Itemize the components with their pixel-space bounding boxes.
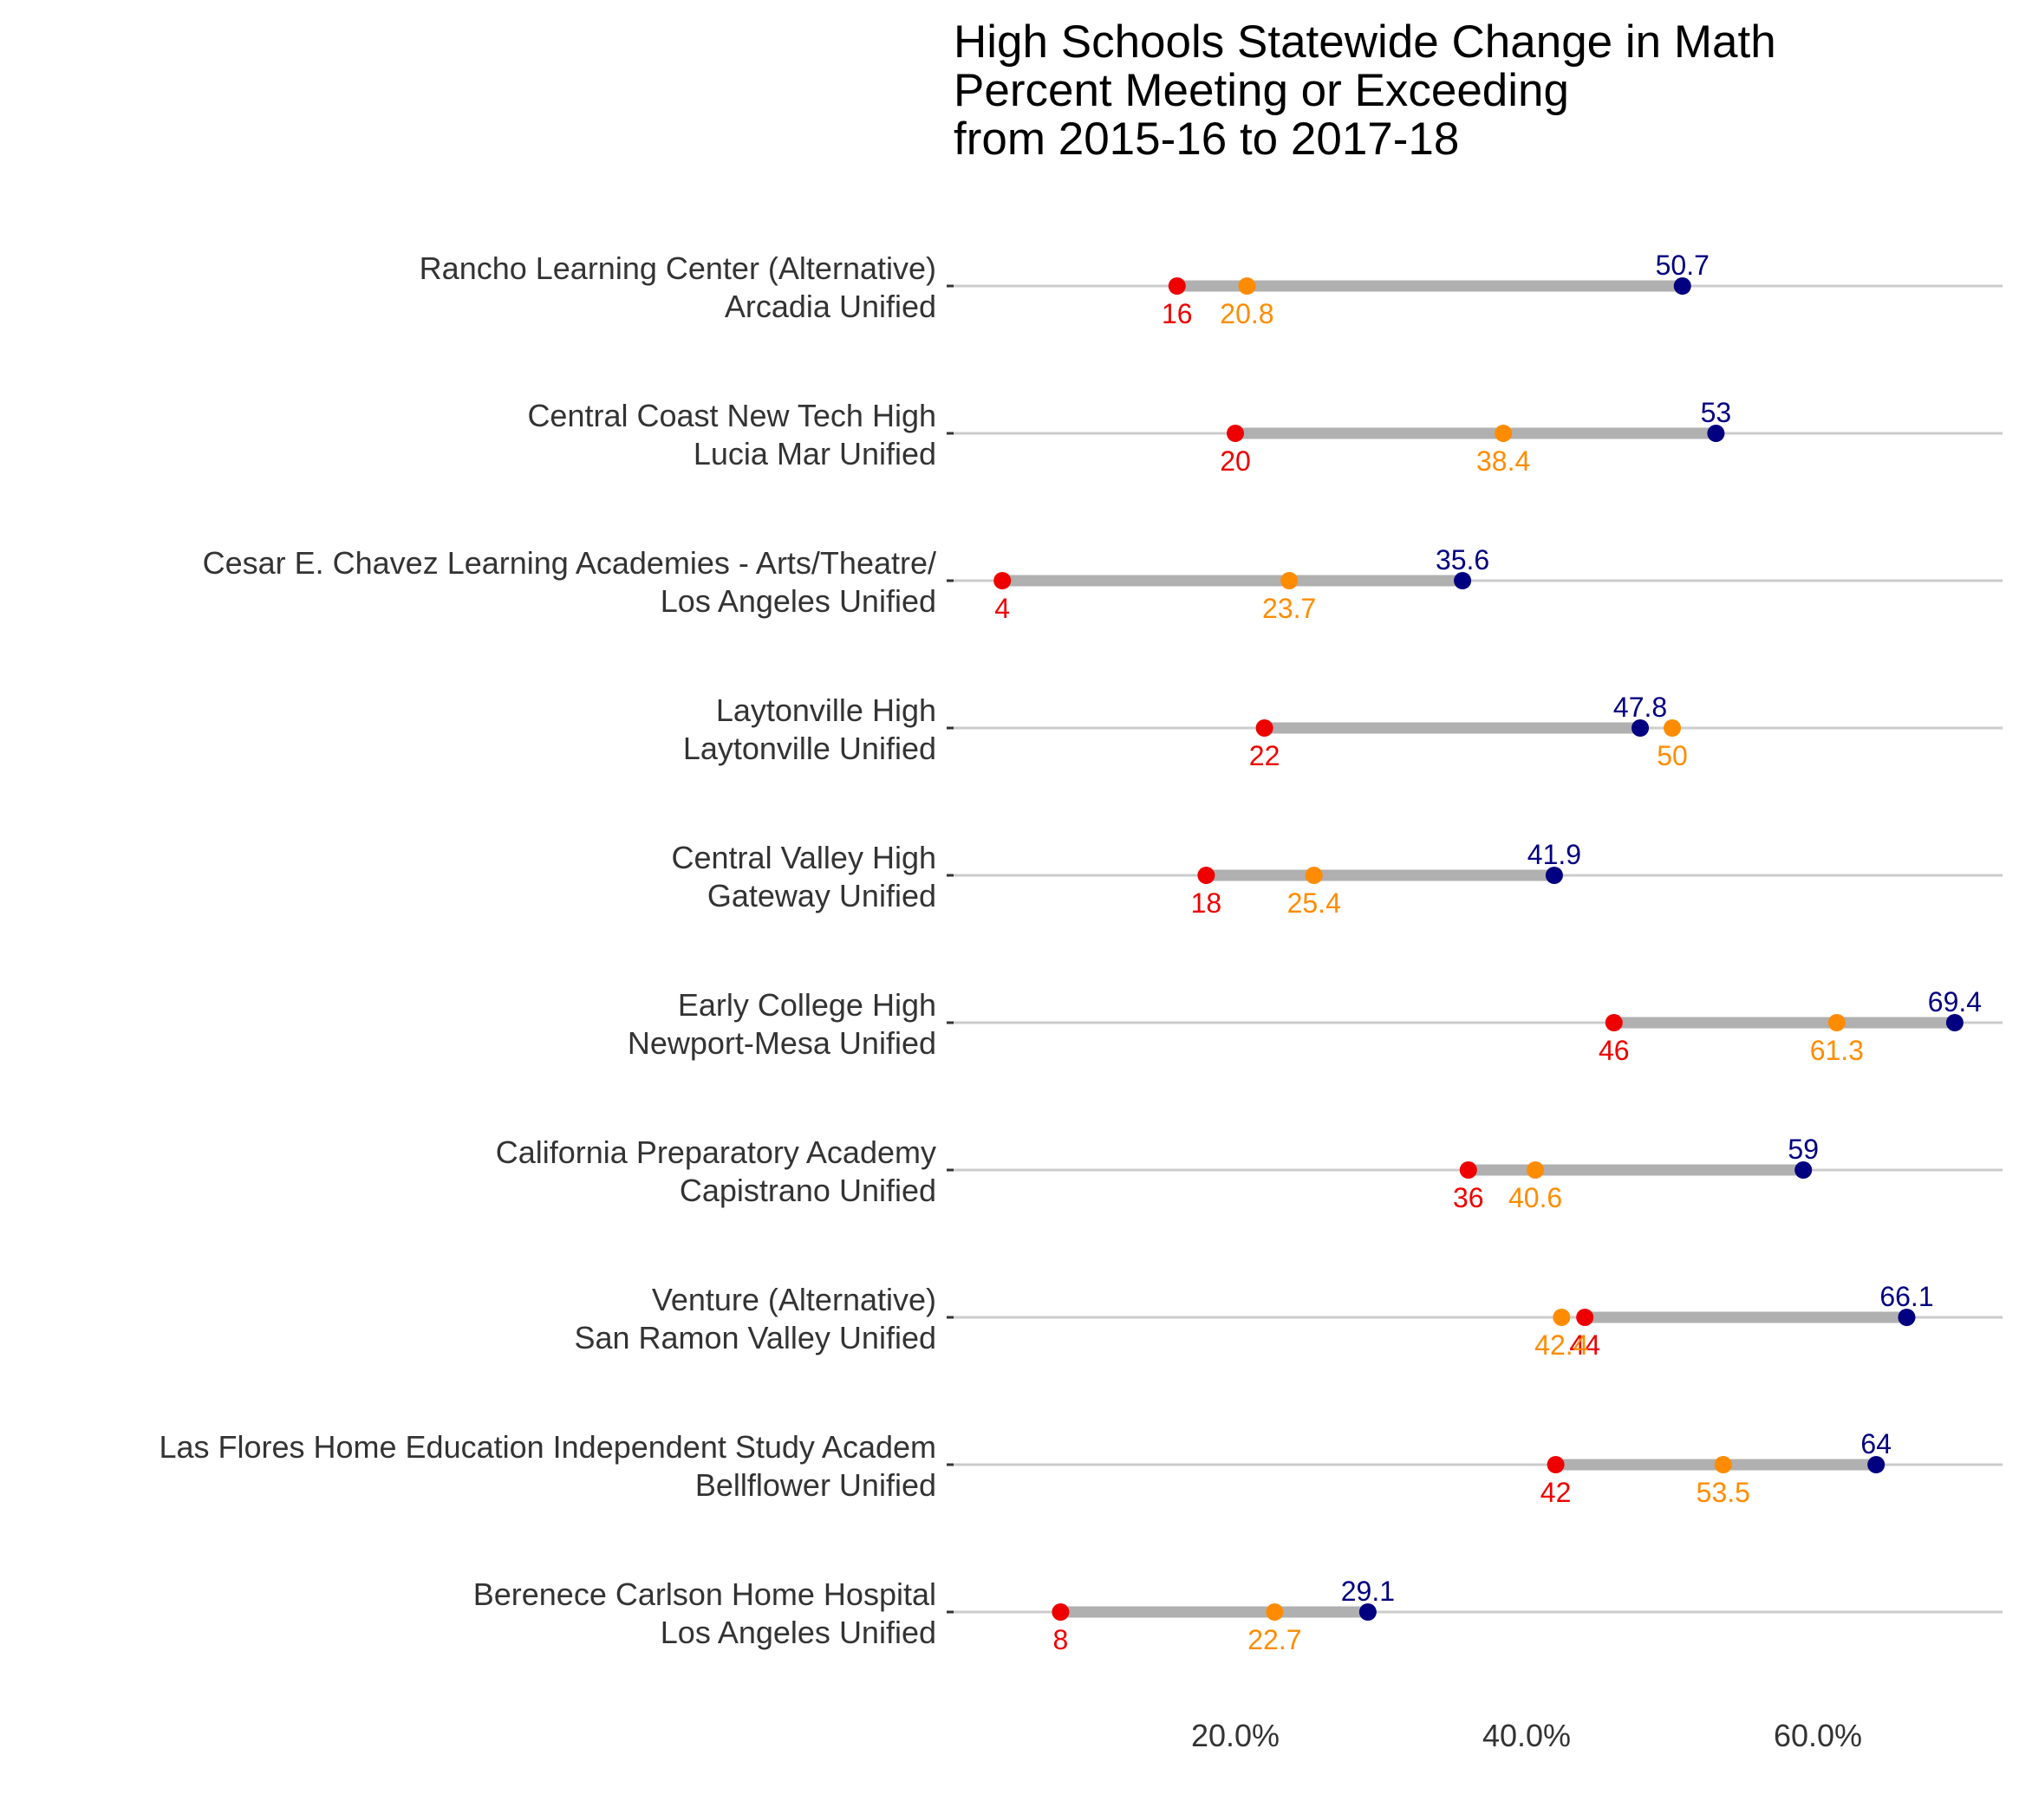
start-point: [1255, 719, 1273, 737]
x-tick-label: 20.0%: [1191, 1718, 1280, 1753]
school-name-label: Venture (Alternative): [652, 1282, 936, 1317]
middle-point: [1527, 1161, 1545, 1179]
start-value-label: 36: [1453, 1182, 1484, 1213]
start-point: [1547, 1456, 1565, 1473]
end-value-label: 66.1: [1879, 1281, 1933, 1312]
end-value-label: 35.6: [1436, 544, 1489, 575]
school-name-label: Berenece Carlson Home Hospital: [473, 1576, 936, 1612]
middle-point: [1305, 867, 1323, 884]
district-name-label: Capistrano Unified: [680, 1173, 936, 1208]
district-name-label: Newport-Mesa Unified: [628, 1025, 936, 1061]
middle-point: [1714, 1456, 1732, 1473]
district-name-label: Los Angeles Unified: [661, 1615, 936, 1650]
end-point: [1945, 1014, 1964, 1031]
start-value-label: 8: [1053, 1624, 1069, 1655]
school-name-label: Laytonville High: [716, 692, 936, 728]
middle-value-label: 42.4: [1534, 1329, 1588, 1361]
middle-value-label: 38.4: [1476, 445, 1530, 477]
x-tick-label: 60.0%: [1774, 1718, 1862, 1753]
middle-point: [1664, 719, 1681, 737]
middle-point: [1827, 1014, 1846, 1031]
end-value-label: 64: [1860, 1428, 1892, 1459]
school-name-label: Cesar E. Chavez Learning Academies - Art…: [203, 545, 936, 581]
end-value-label: 59: [1788, 1134, 1819, 1165]
school-name-label: Central Valley High: [672, 840, 936, 875]
end-point: [1707, 425, 1725, 442]
start-point: [1197, 867, 1215, 884]
end-value-label: 29.1: [1341, 1576, 1395, 1607]
end-value-label: 69.4: [1928, 986, 1982, 1017]
end-value-label: 53: [1701, 397, 1732, 428]
middle-value-label: 22.7: [1247, 1624, 1301, 1655]
end-point: [1631, 719, 1650, 737]
middle-value-label: 53.5: [1697, 1477, 1750, 1508]
district-name-label: San Ramon Valley Unified: [574, 1320, 936, 1355]
middle-point: [1238, 277, 1256, 295]
middle-value-label: 61.3: [1810, 1035, 1864, 1066]
start-value-label: 16: [1162, 298, 1193, 329]
end-point: [1794, 1161, 1813, 1179]
district-name-label: Los Angeles Unified: [661, 583, 936, 619]
start-value-label: 20: [1220, 445, 1251, 477]
district-name-label: Gateway Unified: [707, 878, 936, 913]
middle-value-label: 20.8: [1220, 298, 1273, 329]
chart-title: High Schools Statewide Change in MathPer…: [954, 16, 1776, 165]
row-labels: Rancho Learning Center (Alternative)Arca…: [159, 250, 936, 1650]
school-name-label: California Preparatory Academy: [496, 1134, 936, 1170]
middle-point: [1553, 1309, 1571, 1326]
start-point: [1576, 1309, 1594, 1326]
school-name-label: Rancho Learning Center (Alternative): [420, 250, 936, 286]
end-value-label: 41.9: [1527, 839, 1581, 870]
end-point: [1454, 572, 1472, 589]
middle-point: [1280, 572, 1299, 589]
end-value-label: 50.7: [1656, 250, 1710, 281]
middle-value-label: 25.4: [1287, 887, 1341, 919]
start-value-label: 42: [1540, 1477, 1572, 1508]
start-value-label: 46: [1599, 1035, 1630, 1066]
end-value-label: 47.8: [1613, 692, 1667, 723]
district-name-label: Bellflower Unified: [695, 1467, 936, 1503]
row-gridlines: [947, 284, 2003, 1614]
end-point: [1673, 277, 1691, 295]
start-point: [1605, 1014, 1623, 1031]
start-point: [1168, 277, 1186, 295]
chart-title-line: High Schools Statewide Change in Math: [954, 16, 1776, 68]
range-bars: [1002, 280, 1955, 1618]
start-point: [1227, 425, 1244, 442]
end-point: [1867, 1456, 1885, 1473]
end-point: [1898, 1309, 1916, 1326]
district-name-label: Laytonville Unified: [683, 731, 936, 766]
middle-value-label: 23.7: [1262, 593, 1316, 624]
value-labels: 50.7 16 20.8 53 20 38.4 35.6 4 23.7 47.8 22 50 41.9 1…: [994, 250, 1982, 1655]
school-name-label: Central Coast New Tech High: [527, 398, 936, 433]
school-name-label: Las Flores Home Education Independent St…: [159, 1429, 936, 1465]
end-point: [1545, 867, 1563, 884]
start-value-label: 4: [994, 593, 1010, 624]
start-value-label: 22: [1249, 740, 1280, 771]
chart-title-line: Percent Meeting or Exceeding: [954, 65, 1569, 116]
x-axis: 20.0% 40.0% 60.0%: [1191, 1718, 1862, 1753]
start-value-label: 18: [1191, 887, 1222, 919]
middle-point: [1266, 1603, 1284, 1621]
middle-point: [1495, 425, 1513, 442]
data-points: [993, 277, 1964, 1621]
middle-value-label: 40.6: [1508, 1182, 1562, 1213]
start-point: [993, 572, 1012, 589]
district-name-label: Lucia Mar Unified: [694, 436, 936, 471]
start-point: [1052, 1603, 1070, 1621]
chart-title-line: from 2015-16 to 2017-18: [954, 114, 1459, 165]
x-tick-label: 40.0%: [1482, 1718, 1571, 1753]
start-value-label: 44: [1569, 1329, 1600, 1361]
school-name-label: Early College High: [678, 987, 936, 1023]
district-name-label: Arcadia Unified: [725, 289, 936, 324]
end-point: [1358, 1603, 1377, 1621]
start-point: [1459, 1161, 1477, 1179]
middle-value-label: 50: [1657, 740, 1688, 771]
